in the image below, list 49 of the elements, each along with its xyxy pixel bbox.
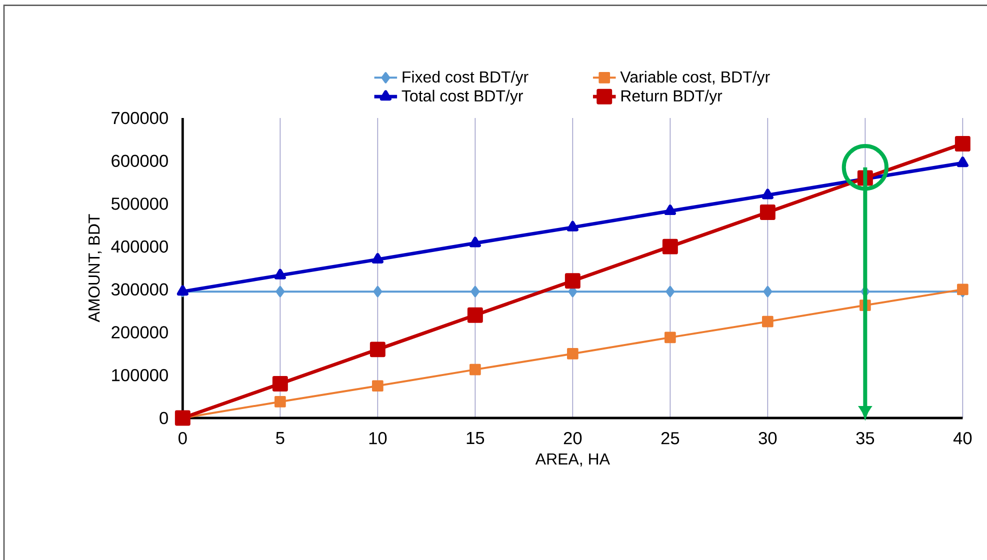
y-tick-label: 0 xyxy=(160,412,168,424)
y-tick-label: 300000 xyxy=(111,283,168,296)
point xyxy=(662,238,678,254)
point xyxy=(272,376,288,392)
x-tick-label: 10 xyxy=(369,432,387,444)
point xyxy=(470,286,480,298)
point xyxy=(564,273,580,289)
point xyxy=(566,220,578,232)
point xyxy=(274,396,286,408)
point xyxy=(664,204,676,216)
point xyxy=(469,236,481,248)
y-tick-label: 600000 xyxy=(112,154,168,167)
point xyxy=(370,342,386,358)
legend-label: Return BDT/yr xyxy=(621,90,722,105)
point xyxy=(372,380,384,392)
point xyxy=(763,286,772,298)
y-tick-label: 400000 xyxy=(111,240,168,253)
point xyxy=(956,156,968,168)
x-tick-label: 15 xyxy=(466,432,484,444)
y-tick-label: 500000 xyxy=(111,198,168,210)
point xyxy=(567,348,578,360)
point xyxy=(174,410,190,426)
point xyxy=(467,307,483,323)
point xyxy=(470,364,481,376)
legend-label: Fixed cost BDT/yr xyxy=(402,70,528,86)
x-tick-label: 0 xyxy=(178,432,187,444)
point xyxy=(274,268,286,280)
legend-label: Variable cost, BDT/yr xyxy=(620,70,770,86)
point xyxy=(664,332,676,344)
y-axis-title: AMOUNT, BDT xyxy=(88,214,102,322)
x-tick-label: 25 xyxy=(661,432,680,444)
x-tick-label: 35 xyxy=(856,432,874,444)
y-tick-label: 700000 xyxy=(112,112,168,124)
x-axis-title: AREA, HA xyxy=(535,453,610,467)
point xyxy=(372,253,384,264)
x-tick-label: 5 xyxy=(276,432,284,444)
x-tick-label: 30 xyxy=(758,432,777,444)
point xyxy=(666,286,675,298)
legend-label: Total cost BDT/yr xyxy=(402,90,523,105)
x-tick-label: 40 xyxy=(953,432,972,444)
point xyxy=(762,316,774,328)
point xyxy=(760,204,776,220)
point xyxy=(954,136,970,152)
point xyxy=(762,188,774,200)
y-tick-label: 100000 xyxy=(112,369,168,382)
point xyxy=(373,286,382,298)
point xyxy=(276,286,285,298)
y-tick-label: 200000 xyxy=(112,326,168,338)
x-tick-label: 20 xyxy=(564,432,582,444)
